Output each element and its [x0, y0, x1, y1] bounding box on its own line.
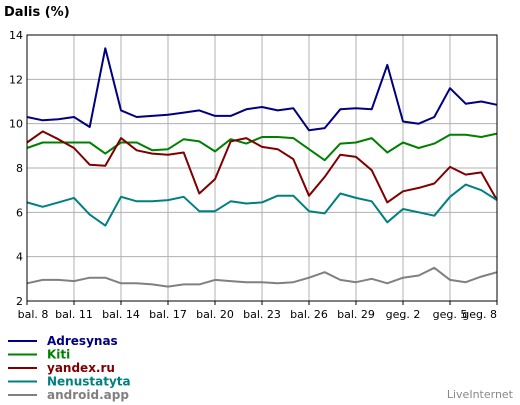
series-line-2	[26, 130, 498, 204]
chart-grid	[27, 35, 497, 301]
legend-label: Adresynas	[47, 334, 118, 348]
x-tick-label: bal. 26	[290, 308, 328, 321]
y-tick-label: 6	[16, 206, 23, 219]
plot-frame	[26, 34, 498, 302]
x-tick-label: bal. 29	[337, 308, 375, 321]
x-tick-label: geg. 2	[386, 308, 421, 321]
series-line-3	[26, 183, 498, 227]
series-line-1	[26, 132, 498, 162]
y-tick-label: 2	[16, 295, 23, 308]
series-line-0	[26, 47, 498, 132]
chart-title: Dalis (%)	[4, 5, 70, 20]
x-tick-label: bal. 14	[102, 308, 140, 321]
x-tick-label: bal. 11	[55, 308, 93, 321]
x-axis: bal. 8 bal. 11 bal. 14 bal. 17 bal. 20 bal. 2…	[18, 301, 498, 321]
legend-label: Kiti	[47, 348, 70, 362]
x-tick-label: bal. 20	[196, 308, 234, 321]
chart-series	[26, 47, 498, 288]
y-tick-label: 4	[16, 251, 23, 264]
y-axis: 2 4 6 8 10 12 14	[9, 29, 23, 308]
x-tick-label: geg. 8	[462, 308, 497, 321]
y-tick-label: 14	[9, 29, 23, 42]
series-line-4	[26, 266, 498, 288]
y-tick-label: 8	[16, 162, 23, 175]
x-tick-label: bal. 17	[149, 308, 187, 321]
legend-label: android.app	[47, 388, 129, 402]
x-tick-label: geg. 5	[433, 308, 468, 321]
y-tick-label: 12	[9, 73, 23, 86]
x-tick-label: bal. 8	[18, 308, 49, 321]
x-tick-label: bal. 23	[243, 308, 281, 321]
y-tick-label: 10	[9, 118, 23, 131]
brand-watermark: LiveInternet	[447, 388, 514, 401]
legend-label: yandex.ru	[47, 361, 115, 375]
legend-label: Nenustatyta	[47, 375, 131, 389]
legend: AdresynasKitiyandex.ruNenustatytaandroid…	[8, 334, 131, 402]
